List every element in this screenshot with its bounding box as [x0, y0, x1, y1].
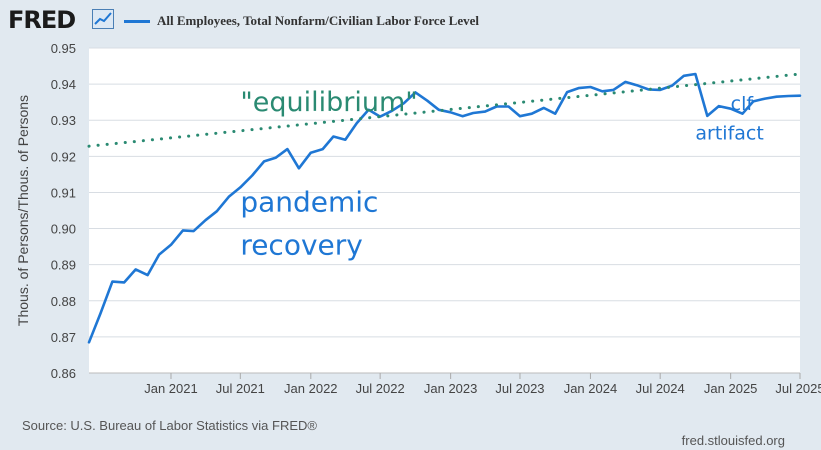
series-layer: [87, 72, 802, 344]
chart-header: FRED All Employees, Total Nonfarm/Civili…: [8, 6, 813, 36]
legend: All Employees, Total Nonfarm/Civilian La…: [124, 13, 479, 29]
x-tick-label: Jan 2024: [564, 381, 618, 396]
annotation-label: artifact: [695, 123, 763, 145]
y-tick-label: 0.87: [51, 330, 76, 345]
plot-area: [89, 48, 800, 373]
y-tick-label: 0.88: [51, 294, 76, 309]
source-note: Source: U.S. Bureau of Labor Statistics …: [22, 418, 317, 433]
fred-logo[interactable]: FRED: [8, 6, 76, 34]
y-tick-label: 0.86: [51, 366, 76, 381]
y-tick-label: 0.93: [51, 113, 76, 128]
y-tick-label: 0.94: [51, 77, 76, 92]
x-tick-label: Jan 2023: [424, 381, 478, 396]
annotation-label: clf: [731, 93, 755, 115]
annotation-label: recovery: [240, 229, 363, 262]
line-chart-icon: [92, 9, 114, 29]
x-tick-label: Jul 2022: [356, 381, 405, 396]
x-tick-label: Jul 2021: [216, 381, 265, 396]
y-tick-label: 0.90: [51, 222, 76, 237]
annotations: "equilibrium" pandemic recovery clf artifact: [240, 87, 764, 261]
x-tick-label: Jan 2022: [284, 381, 338, 396]
x-tick-label: Jul 2023: [495, 381, 544, 396]
y-axis-label: Thous. of Persons/Thous. of Persons: [15, 95, 31, 326]
series-line: [87, 72, 802, 344]
x-tick-label: Jul 2024: [636, 381, 685, 396]
grid-lines: [89, 47, 800, 374]
x-tick-label: Jul 2025: [775, 381, 821, 396]
legend-label: All Employees, Total Nonfarm/Civilian La…: [157, 13, 479, 28]
x-tick-label: Jan 2021: [144, 381, 198, 396]
y-tick-label: 0.95: [51, 41, 76, 56]
y-tick-label: 0.89: [51, 258, 76, 273]
annotation-label: "equilibrium": [240, 87, 417, 118]
trend-line: [87, 72, 802, 148]
y-tick-label: 0.92: [51, 149, 76, 164]
x-tick-label: Jan 2025: [704, 381, 758, 396]
y-tick-label: 0.91: [51, 185, 76, 200]
legend-swatch: [124, 19, 150, 23]
y-axis-ticks: 0.86 0.87 0.88 0.89 0.90 0.91 0.92 0.93 0.94 0.95: [51, 41, 76, 381]
site-link[interactable]: fred.stlouisfed.org: [681, 433, 785, 448]
x-axis-ticks: Jan 2021 Jul 2021 Jan 2022 Jul 2022 Jan 2023…: [89, 372, 821, 396]
annotation-label: pandemic: [240, 186, 378, 219]
